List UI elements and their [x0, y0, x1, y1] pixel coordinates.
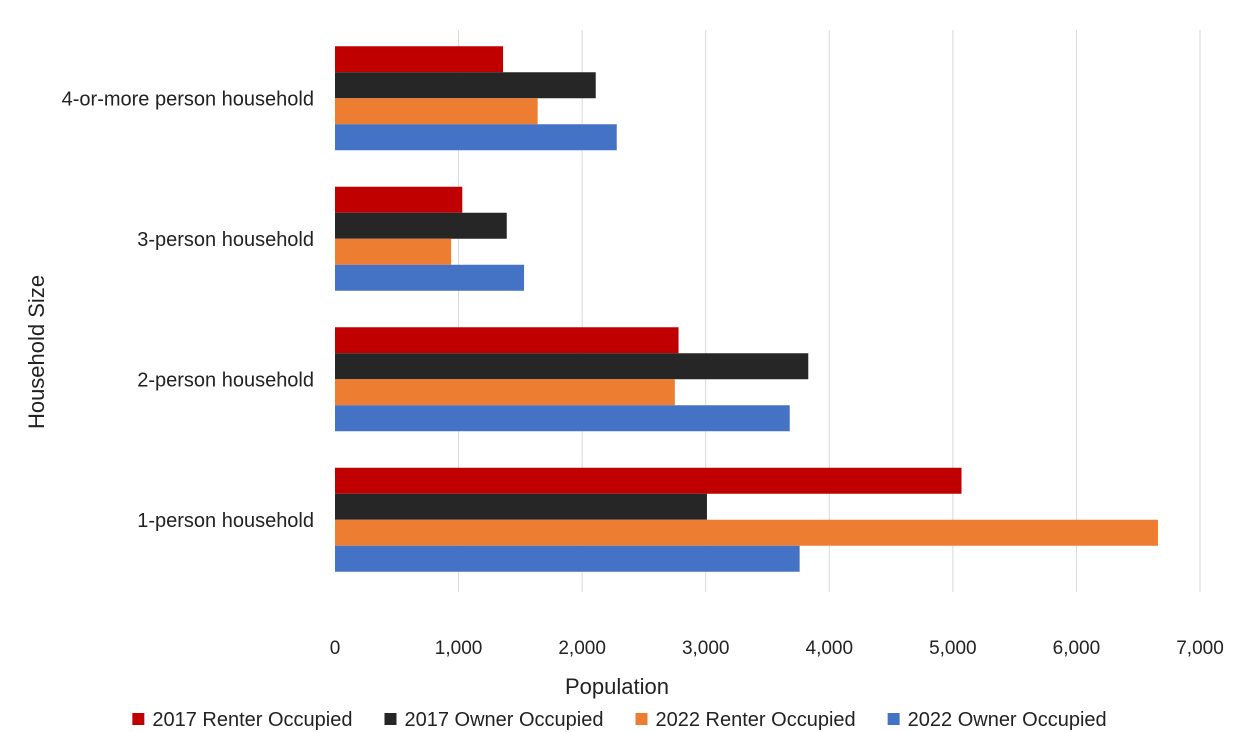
x-tick-label: 6,000	[1053, 638, 1101, 659]
x-axis-title: Population	[565, 674, 669, 699]
legend-label: 2017 Renter Occupied	[152, 709, 352, 731]
category-labels: 4-or-more person household 3-person house…	[62, 88, 314, 532]
legend-swatch	[384, 713, 397, 725]
legend-swatch	[132, 713, 145, 725]
gridlines	[458, 30, 1201, 592]
y-axis-title: Household Size	[24, 275, 49, 429]
legend-item: 2017 Owner Occupied	[384, 709, 604, 731]
legend-item: 2017 Renter Occupied	[132, 709, 352, 731]
bar-0-1	[335, 72, 596, 99]
legend-item: 2022 Owner Occupied	[887, 709, 1107, 731]
category-label: 4-or-more person household	[62, 88, 314, 110]
category-label: 3-person household	[137, 229, 314, 251]
legend-item: 2022 Renter Occupied	[635, 709, 856, 731]
x-tick-label: 7,000	[1176, 638, 1224, 659]
bar-2-0	[335, 327, 679, 354]
bars	[335, 46, 1158, 572]
category-label: 1-person household	[137, 510, 314, 532]
x-tick-label: 4,000	[806, 638, 854, 659]
bar-3-2	[335, 519, 1158, 546]
x-tick-label: 1,000	[435, 638, 483, 659]
bar-2-2	[335, 379, 675, 406]
x-tick-label: 3,000	[682, 638, 730, 659]
bar-0-2	[335, 98, 538, 125]
bar-0-0	[335, 46, 504, 73]
legend-label: 2022 Renter Occupied	[656, 709, 856, 731]
bar-3-1	[335, 493, 707, 520]
bar-3-0	[335, 467, 962, 494]
bar-3-3	[335, 545, 800, 572]
category-label: 2-person household	[137, 369, 314, 391]
legend: 2017 Renter Occupied 2017 Owner Occupied 2…	[132, 709, 1107, 731]
bar-0-3	[335, 124, 617, 151]
legend-swatch	[635, 713, 648, 725]
x-tick-label: 5,000	[929, 638, 977, 659]
bar-1-2	[335, 238, 452, 265]
bar-1-1	[335, 212, 507, 239]
legend-label: 2022 Owner Occupied	[908, 709, 1107, 731]
legend-swatch	[887, 713, 900, 725]
legend-label: 2017 Owner Occupied	[404, 709, 603, 731]
bar-2-3	[335, 405, 790, 432]
bar-1-3	[335, 264, 525, 291]
bar-2-1	[335, 353, 809, 380]
x-tick-label: 2,000	[558, 638, 606, 659]
x-tick-label: 0	[330, 638, 341, 659]
bar-1-0	[335, 186, 463, 213]
x-tick-labels: 0 1,000 2,000 3,000 4,000 5,000 6,000 7,000	[330, 638, 1224, 659]
